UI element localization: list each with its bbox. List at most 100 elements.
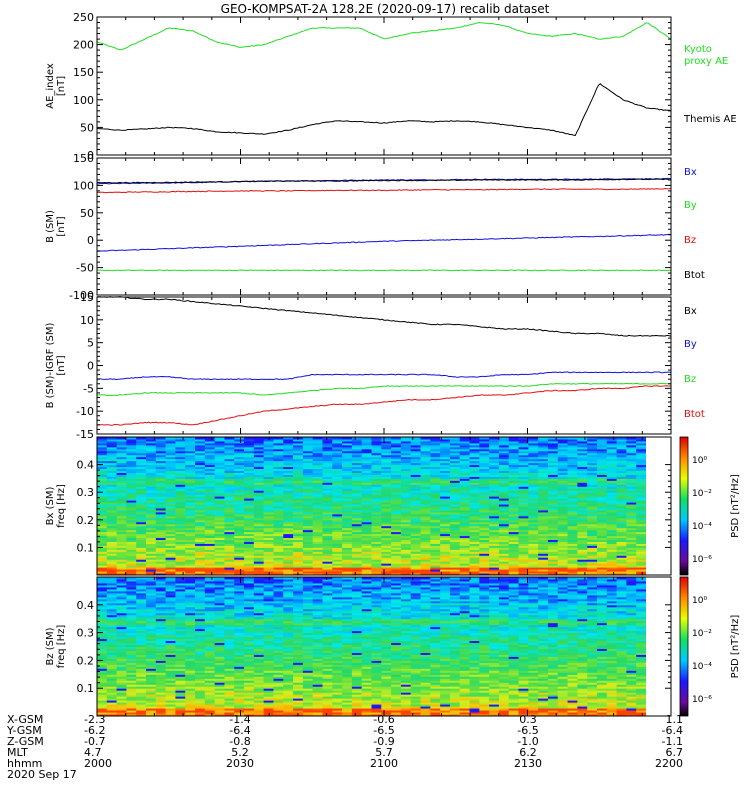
ae-ytick-label: 150: [73, 66, 94, 79]
orbit-value: 1.1: [666, 713, 684, 726]
ae-ylabel: [nT]: [56, 76, 67, 96]
orbit-value: -6.5: [517, 724, 538, 737]
bigrf-series-by: [96, 371, 672, 381]
orbit-value: 2130: [514, 757, 542, 770]
orbit-row-label: X-GSM: [7, 713, 43, 726]
bz_spec-ytick-label: 0.2: [77, 654, 95, 667]
ae-frame: [96, 16, 672, 156]
bz_spec-ylabel: Bz (SM): [45, 627, 56, 665]
bsm-ytick-label: 50: [80, 207, 94, 220]
orbit-row-label: MLT: [7, 746, 28, 759]
ae-legend-kyoto-proxy-ae: proxy AE: [684, 56, 728, 67]
bz_spec-colorbar-tick: 10⁻²: [692, 629, 712, 639]
bigrf-ylabel: [nT]: [56, 355, 67, 375]
bsm-ytick-label: 150: [73, 152, 94, 165]
orbit-value: -2.3: [84, 713, 105, 726]
bigrf-legend-bz: Bz: [684, 374, 696, 385]
bx_spec-colorbar-tick: 10⁻²: [692, 489, 712, 499]
ae-legend-themis-ae: Themis AE: [683, 114, 737, 125]
bigrf-panel: Bx By Bz Btot -15 -10 -5 0 5 10 15 B (SM)-IGRF (SM)…: [45, 291, 705, 441]
bx_spec-cells: [97, 437, 647, 576]
ae-ytick-label: 50: [80, 121, 94, 134]
orbit-value: 6.2: [519, 746, 537, 759]
bx_spec-ylabel: freq [Hz]: [56, 484, 67, 528]
orbit-value: -6.4: [229, 724, 250, 737]
orbit-row-label: 2020 Sep 17: [7, 768, 77, 781]
orbit-value: -6.4: [662, 724, 683, 737]
orbit-value: -1.0: [517, 735, 538, 748]
bigrf-legend-bx: Bx: [684, 306, 697, 317]
bigrf-ytick-label: 10: [80, 314, 94, 327]
bz_spec-colorbar-tick: 10⁻⁴: [692, 662, 712, 672]
orbit-value: -0.9: [373, 735, 394, 748]
bx_spec-ytick-label: 0.2: [77, 514, 95, 527]
bx_spec-gap: [646, 437, 671, 575]
ae-series-themis-ae: [96, 83, 672, 136]
bx_spec-colorbar: [679, 436, 689, 576]
bsm-legend-bx: Bx: [684, 167, 697, 178]
orbit-value: 4.7: [84, 746, 102, 759]
bigrf-legend-by: By: [684, 339, 697, 350]
bsm-ytick-label: -100: [69, 289, 94, 302]
bigrf-frame: [96, 296, 672, 435]
orbit-value: 2030: [226, 757, 254, 770]
bsm-legend-by: By: [684, 200, 697, 211]
bigrf-ytick-label: 15: [80, 291, 94, 304]
orbit-value: 2100: [370, 757, 398, 770]
bz_spec-cells: [97, 577, 647, 717]
bigrf-ytick-label: -15: [76, 428, 94, 441]
ae-ytick-label: 0: [87, 149, 94, 162]
orbit-value: -6.2: [84, 724, 105, 737]
bsm-series-bz: [96, 187, 672, 194]
bsm-ylabel: [nT]: [56, 216, 67, 236]
bx_spec-panel: 10⁰ 10⁻² 10⁻⁴ 10⁻⁶ PSD [nT²/Hz] 0.1 0.2 0.3 0.4 B…: [45, 436, 741, 576]
bz_spec-ytick-label: 0.1: [77, 682, 95, 695]
bsm-ytick-label: 0: [87, 234, 94, 247]
ae-ylabel: AE_index: [45, 63, 56, 109]
ae-ytick-label: 250: [73, 11, 94, 24]
ae-ytick-label: 100: [73, 94, 94, 107]
orbit-value: -0.7: [84, 735, 105, 748]
bsm-ytick-label: -50: [76, 262, 94, 275]
orbit-value: 2000: [84, 757, 112, 770]
orbit-value: -0.8: [229, 735, 250, 748]
orbit-row-label: Y-GSM: [6, 724, 42, 737]
bz_spec-ytick-label: 0.3: [77, 627, 95, 640]
bx_spec-ytick-label: 0.4: [77, 459, 95, 472]
bz_spec-colorbar: [679, 576, 689, 717]
bsm-series-by: [96, 269, 672, 272]
bigrf-ytick-label: 0: [87, 360, 94, 373]
orbit-value: -6.5: [373, 724, 394, 737]
bigrf-series-bx: [97, 296, 672, 337]
bsm-ylabel: B (SM): [45, 210, 56, 243]
bx_spec-colorbar-tick: 10⁻⁶: [692, 555, 712, 565]
bsm-legend-btot: Btot: [684, 270, 705, 281]
bigrf-series-btot: [96, 385, 672, 426]
bsm-legend-bz: Bz: [684, 235, 696, 246]
bx_spec-colorbar-tick: 10⁻⁴: [692, 522, 712, 532]
orbit-value: 6.7: [666, 746, 684, 759]
bx_spec-ytick-label: 0.3: [77, 486, 95, 499]
bz_spec-gap: [646, 577, 671, 716]
orbit-value: 5.2: [231, 746, 249, 759]
bsm-series-bx-ref: [96, 233, 672, 252]
bz_spec-ylabel: freq [Hz]: [56, 625, 67, 669]
bigrf-ytick-label: -10: [76, 405, 94, 418]
bx_spec-colorbar-tick: 10⁰: [692, 456, 707, 466]
bx_spec-ylabel: Bx (SM): [45, 487, 56, 526]
orbit-value: 0.3: [519, 713, 537, 726]
chart-title: GEO-KOMPSAT-2A 128.2E (2020-09-17) recal…: [221, 2, 550, 16]
bz_spec-ytick-label: 0.4: [77, 599, 95, 612]
orbit-value: 5.7: [375, 746, 393, 759]
bz_spec-colorbar-label: PSD [nT²/Hz]: [730, 615, 741, 679]
orbit-row-label: Z-GSM: [7, 735, 44, 748]
bx_spec-ytick-label: 0.1: [77, 541, 95, 554]
bz_spec-panel: 10⁰ 10⁻² 10⁻⁴ 10⁻⁶ PSD [nT²/Hz] 0.1 0.2 0.3 0.4 B…: [45, 576, 741, 717]
orbit-value: -1.1: [662, 735, 683, 748]
ae-series-kyoto-proxy-ae: [96, 21, 672, 51]
orbit-value: -1.4: [229, 713, 250, 726]
bz_spec-colorbar-tick: 10⁰: [692, 596, 707, 606]
